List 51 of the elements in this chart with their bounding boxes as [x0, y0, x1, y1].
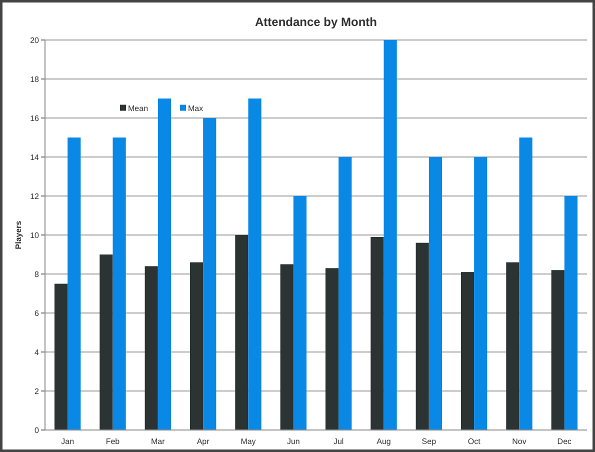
x-tick-label: Apr: [196, 437, 210, 446]
bar: [248, 98, 262, 430]
bar: [384, 40, 397, 430]
bar: [519, 138, 532, 430]
y-tick-label: 2: [34, 386, 40, 396]
x-tick-label: Nov: [512, 437, 526, 446]
y-tick-label: 20: [30, 36, 40, 45]
x-tick-label: Jan: [61, 437, 74, 446]
chart-title: Attendance by Month: [255, 15, 377, 29]
x-tick-label: May: [240, 437, 256, 446]
bar: [144, 266, 158, 430]
legend-label: Mean: [128, 104, 148, 114]
y-tick-label: 8: [34, 270, 40, 279]
bar: [506, 262, 520, 430]
bar: [338, 157, 352, 430]
bar: [564, 196, 578, 430]
bar: [68, 138, 81, 430]
x-tick-label: Oct: [468, 437, 482, 446]
bar: [112, 138, 126, 430]
x-tick-label: Mar: [151, 437, 166, 446]
y-tick-label: 10: [30, 230, 40, 240]
bar: [293, 196, 307, 430]
bar: [416, 242, 429, 430]
bar: [551, 270, 564, 430]
bar: [100, 254, 113, 430]
x-tick-label: Sep: [422, 437, 437, 446]
x-tick-label: Aug: [376, 437, 391, 446]
bar: [428, 157, 442, 430]
bar: [280, 264, 294, 430]
bar: [474, 157, 488, 430]
bar: [460, 272, 474, 430]
bar: [370, 236, 384, 430]
bar: [54, 284, 68, 430]
bar: [235, 235, 248, 430]
bar: [203, 118, 216, 430]
x-tick-label: Jul: [333, 437, 344, 446]
y-tick-label: 4: [34, 348, 40, 357]
y-tick-label: 0: [34, 426, 40, 435]
y-tick-label: 12: [30, 192, 40, 201]
x-tick-label: Jun: [286, 437, 300, 446]
y-tick-label: 6: [34, 308, 40, 318]
y-tick-label: 16: [30, 114, 40, 123]
bar: [158, 98, 172, 430]
y-tick-label: 14: [30, 152, 40, 162]
legend-label: Max: [188, 104, 204, 114]
x-tick-label: Dec: [557, 437, 572, 446]
y-axis-title: Players: [14, 220, 23, 250]
bar: [190, 262, 204, 430]
y-tick-label: 18: [30, 74, 40, 84]
x-tick-label: Feb: [106, 437, 120, 446]
bar: [325, 268, 339, 430]
